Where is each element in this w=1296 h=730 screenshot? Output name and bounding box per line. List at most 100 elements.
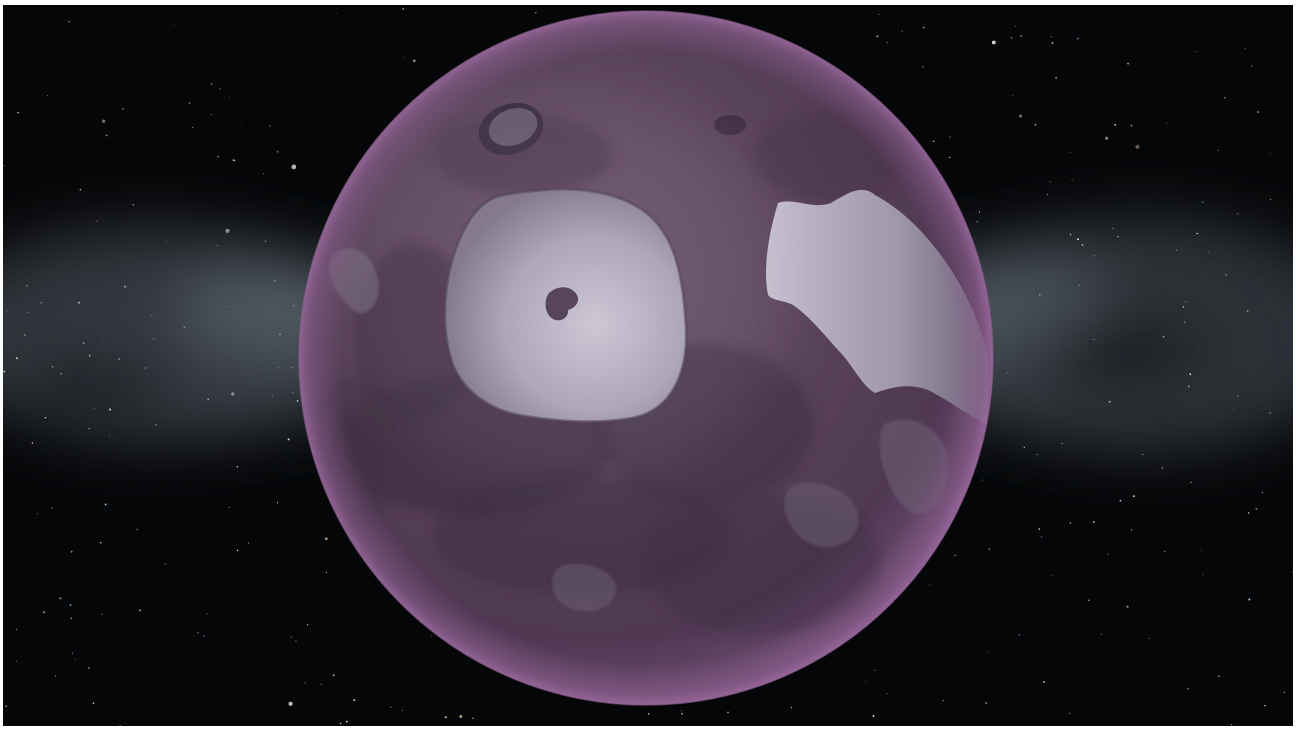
- star: [51, 366, 54, 368]
- star: [1093, 338, 1095, 341]
- star: [219, 364, 221, 366]
- star: [982, 479, 984, 481]
- star: [1224, 273, 1227, 276]
- star: [922, 66, 924, 68]
- star: [247, 542, 249, 544]
- star: [991, 40, 996, 45]
- star: [459, 715, 463, 718]
- star: [1237, 395, 1239, 397]
- star: [1264, 704, 1266, 707]
- star: [203, 634, 205, 637]
- star: [1018, 634, 1021, 636]
- planet-atmosphere-rim: [299, 11, 993, 705]
- star: [1105, 136, 1109, 140]
- star: [681, 712, 683, 715]
- star: [942, 699, 945, 702]
- star: [1175, 249, 1178, 251]
- star: [865, 680, 867, 682]
- star: [291, 164, 297, 170]
- star: [82, 342, 85, 344]
- star: [325, 537, 328, 540]
- star: [231, 392, 235, 396]
- star: [1131, 529, 1133, 531]
- star: [988, 548, 990, 550]
- star: [292, 305, 295, 307]
- star: [1186, 687, 1189, 690]
- star: [150, 314, 152, 316]
- star: [60, 372, 63, 375]
- star: [1130, 124, 1133, 127]
- star: [46, 95, 49, 97]
- star: [173, 24, 175, 26]
- star: [40, 302, 43, 304]
- star: [1070, 151, 1072, 153]
- star: [144, 367, 147, 369]
- star: [232, 159, 235, 162]
- star: [1081, 244, 1084, 246]
- star: [1202, 573, 1204, 575]
- star: [1233, 407, 1235, 409]
- star: [276, 502, 279, 504]
- star: [70, 617, 72, 619]
- star: [287, 438, 290, 441]
- star: [1183, 321, 1186, 324]
- starfield: [3, 7, 1293, 726]
- star: [1040, 536, 1043, 538]
- star: [99, 541, 102, 544]
- star: [1162, 335, 1165, 338]
- planet[interactable]: [298, 10, 994, 706]
- star: [1189, 373, 1192, 376]
- star: [1069, 233, 1072, 236]
- star: [1190, 481, 1192, 483]
- star: [96, 220, 98, 222]
- star: [225, 228, 230, 233]
- star: [296, 400, 299, 402]
- star: [390, 706, 392, 708]
- star: [3, 165, 5, 167]
- star: [1202, 201, 1204, 203]
- star: [68, 21, 70, 23]
- star: [295, 640, 297, 642]
- star: [1217, 149, 1219, 151]
- star: [51, 506, 53, 509]
- star: [92, 702, 95, 704]
- star: [922, 26, 925, 29]
- star: [535, 11, 537, 14]
- star: [5, 705, 7, 707]
- star: [1142, 453, 1144, 456]
- star: [108, 434, 111, 436]
- star: [164, 563, 166, 565]
- star: [36, 513, 38, 515]
- star: [3, 370, 6, 373]
- star: [1247, 310, 1249, 312]
- planet-outline: [298, 10, 994, 706]
- render-viewport[interactable]: [3, 5, 1293, 726]
- star: [1046, 194, 1048, 196]
- star: [59, 597, 62, 600]
- star: [210, 83, 213, 85]
- star: [1034, 123, 1037, 126]
- star: [271, 395, 273, 397]
- star: [1092, 521, 1095, 523]
- star: [124, 285, 126, 288]
- star: [1018, 114, 1023, 118]
- star: [69, 604, 72, 606]
- star: [1050, 36, 1052, 38]
- star: [1050, 575, 1052, 577]
- star: [1069, 712, 1071, 714]
- star: [236, 465, 239, 468]
- star: [105, 134, 108, 137]
- star: [183, 326, 185, 328]
- star: [228, 97, 230, 99]
- star: [104, 503, 107, 506]
- space-scene[interactable]: [3, 5, 1293, 726]
- star: [79, 188, 82, 191]
- star: [1069, 522, 1072, 524]
- star: [155, 424, 157, 426]
- star: [1036, 453, 1038, 456]
- star: [152, 338, 155, 340]
- star: [224, 351, 226, 353]
- star: [236, 549, 239, 552]
- star: [226, 305, 228, 307]
- star: [304, 681, 307, 684]
